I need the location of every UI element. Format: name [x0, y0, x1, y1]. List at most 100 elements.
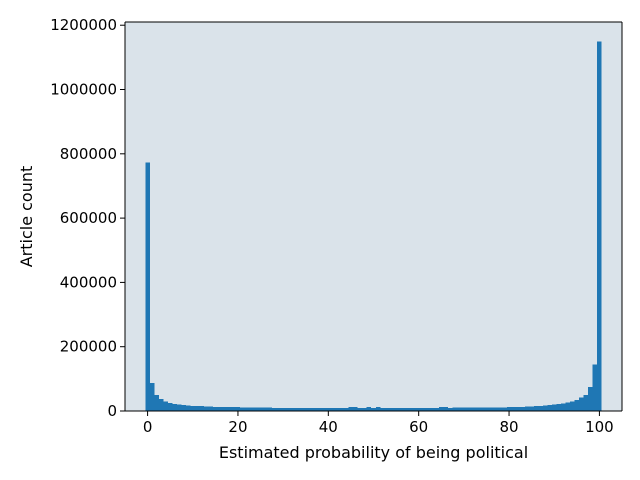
histogram-bar [565, 402, 571, 411]
histogram-bar [439, 407, 444, 411]
histogram-bar [579, 397, 584, 411]
histogram-bar [154, 394, 159, 411]
histogram-bar [502, 407, 507, 411]
histogram-bar [574, 399, 580, 411]
histogram-bar [461, 407, 467, 411]
histogram-bar [475, 407, 480, 411]
histogram-bar [529, 406, 534, 411]
histogram-bar [592, 364, 598, 411]
histogram-bar [398, 407, 403, 411]
histogram-bar [208, 406, 214, 411]
histogram-bar [488, 407, 494, 411]
histogram-bar [253, 407, 259, 411]
histogram-bar [434, 407, 440, 411]
histogram-bar [497, 407, 503, 411]
histogram-bar [402, 407, 408, 411]
histogram-bar [362, 407, 367, 411]
histogram-bar [199, 406, 205, 411]
histogram-bar [479, 407, 485, 411]
axes-group [124, 21, 623, 412]
histogram-bar [348, 407, 354, 411]
histogram-bar [416, 407, 421, 411]
histogram-bar [366, 407, 372, 411]
x-tick-label: 60 [409, 418, 428, 436]
histogram-bar [515, 406, 521, 411]
x-tick-label: 80 [499, 418, 518, 436]
histogram-bar [231, 407, 236, 411]
histogram-bar [511, 406, 516, 411]
histogram-bar [597, 41, 602, 411]
histogram-bar [285, 407, 290, 411]
histogram-bar [538, 405, 543, 411]
histogram-bar [547, 405, 552, 411]
histogram-bar [561, 403, 566, 411]
histogram-bar [267, 407, 272, 411]
histogram-bar [420, 407, 426, 411]
histogram-bar [470, 407, 476, 411]
histogram-bar [307, 407, 313, 411]
histogram-bar [466, 407, 471, 411]
y-axis-label: Article count [17, 166, 36, 268]
histogram-bar [303, 407, 308, 411]
y-tick-label: 600000 [60, 209, 117, 227]
histogram-bar [533, 406, 539, 411]
histogram-bar [484, 407, 489, 411]
y-tick-label: 1200000 [50, 16, 117, 34]
histogram-bar [542, 405, 548, 411]
histogram-bar [425, 407, 430, 411]
histogram-bar [389, 407, 394, 411]
histogram-bar [176, 404, 182, 411]
histogram-bar [258, 407, 263, 411]
histogram-bar [289, 407, 295, 411]
histogram-bar [163, 401, 168, 411]
histogram-bar [330, 407, 336, 411]
y-tick-label: 1000000 [50, 81, 117, 99]
y-tick-label: 400000 [60, 273, 117, 291]
x-tick-label: 100 [585, 418, 614, 436]
histogram-bar [271, 407, 277, 411]
histogram-bar [384, 407, 390, 411]
histogram-bar [570, 401, 575, 411]
histogram-bar [149, 383, 155, 411]
histogram-bar [339, 407, 345, 411]
histogram-bar [195, 406, 200, 411]
histogram-bar [235, 407, 241, 411]
histogram-bar [294, 407, 299, 411]
histogram-bar [452, 407, 458, 411]
histogram-bar [429, 407, 435, 411]
histogram-bar [393, 407, 399, 411]
histogram-bar [262, 407, 268, 411]
histogram-bar [204, 406, 209, 411]
bars-group [145, 41, 602, 411]
histogram-bar [357, 407, 363, 411]
histogram-bar [312, 407, 318, 411]
histogram-bar [353, 407, 358, 411]
histogram-bar [448, 407, 453, 411]
histogram-bar [443, 407, 449, 411]
histogram-bar [380, 407, 385, 411]
histogram-bar [222, 407, 227, 411]
y-tick-label: 200000 [60, 338, 117, 356]
x-tick-label: 40 [319, 418, 338, 436]
x-axis-label: Estimated probability of being political [219, 443, 528, 462]
histogram-bar [551, 404, 557, 411]
histogram-bar [249, 407, 254, 411]
histogram-bar [186, 405, 191, 411]
histogram-bar [326, 407, 331, 411]
histogram-bar [375, 407, 381, 411]
histogram-bar [145, 162, 150, 411]
x-tick-label: 0 [143, 418, 153, 436]
histogram-bar [457, 407, 462, 411]
histogram-bar [158, 398, 164, 411]
y-tick-label: 800000 [60, 145, 117, 163]
histogram-bar [493, 407, 498, 411]
histogram-bar [181, 405, 186, 411]
histogram-bar [556, 403, 562, 411]
histogram-bar [524, 406, 530, 411]
histogram-bar [226, 407, 232, 411]
y-tick-label: 0 [107, 402, 117, 420]
x-tick-label: 20 [228, 418, 247, 436]
plot-background [125, 22, 622, 411]
histogram-bar [335, 407, 340, 411]
